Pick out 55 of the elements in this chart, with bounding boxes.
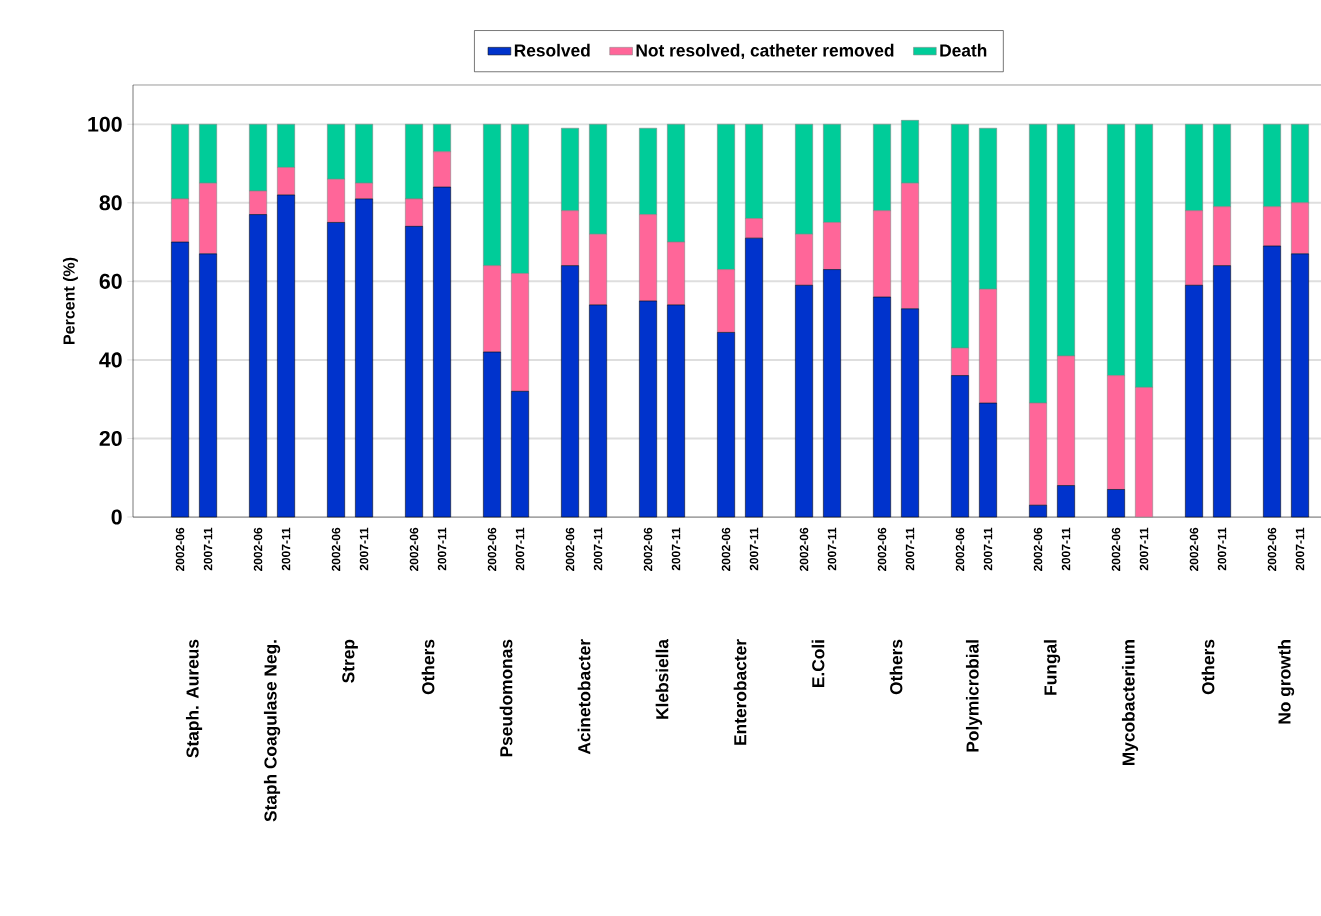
x-tick-label: 2007-11 xyxy=(749,527,759,571)
x-tick-label: 2007-11 xyxy=(515,527,525,571)
y-axis-title: Percent (%) xyxy=(62,257,78,344)
text: Polymicrobial xyxy=(965,640,983,752)
text: E.Coli xyxy=(811,640,825,687)
x-tick-label: 2007-11 xyxy=(281,527,291,571)
text: Acinetobacter xyxy=(577,639,591,755)
x-tick-label: 2007-11 xyxy=(1217,527,1227,571)
legend-label: Resolved xyxy=(514,43,590,57)
x-tick-label: 2002-06 xyxy=(175,527,185,572)
legend-label: Not resolved, catheter removed xyxy=(636,43,894,60)
text: Mycobacterium xyxy=(1121,640,1139,766)
text: Others xyxy=(421,639,435,695)
x-tick-label: 2007-11 xyxy=(671,527,681,571)
y-tick-label: 80 xyxy=(99,195,122,211)
x-tick-label: 2002-06 xyxy=(253,527,263,572)
text: Staph. Aureus xyxy=(185,639,203,758)
x-tick-label: 2007-11 xyxy=(1295,527,1305,571)
x-tick-label: 2007-11 xyxy=(1139,527,1149,571)
text: No growth xyxy=(1277,640,1295,724)
x-tick-label: 2002-06 xyxy=(409,527,419,572)
x-tick-label: 2002-06 xyxy=(565,527,575,572)
x-tick-label: 2002-06 xyxy=(643,527,653,572)
text: Fungal xyxy=(1043,640,1061,695)
text: Staph Coagulase Neg. xyxy=(263,640,281,822)
x-tick-label: 2002-06 xyxy=(877,527,887,572)
text: Enterobacter xyxy=(733,639,747,745)
y-tick-label: 100 xyxy=(88,116,122,132)
x-tick-label: 2002-06 xyxy=(1267,527,1277,572)
x-tick-label: 2007-11 xyxy=(827,527,837,571)
x-tick-label: 2002-06 xyxy=(799,527,809,572)
text: Pseudomonas xyxy=(499,639,513,757)
x-tick-label: 2007-11 xyxy=(437,527,447,571)
y-tick-label: 20 xyxy=(99,430,122,446)
x-tick-label: 2002-06 xyxy=(955,527,965,572)
legend-label: Death xyxy=(940,43,987,57)
x-tick-label: 2007-11 xyxy=(203,527,213,571)
x-tick-label: 2002-06 xyxy=(1189,527,1199,572)
x-tick-label: 2007-11 xyxy=(359,527,369,571)
text: Others xyxy=(889,639,903,695)
text: Klebsiella xyxy=(655,638,669,719)
text: Others xyxy=(1201,639,1215,695)
y-tick-label: 0 xyxy=(111,509,122,525)
x-tick-label: 2002-06 xyxy=(721,527,731,572)
y-tick-label: 40 xyxy=(99,352,122,368)
x-tick-label: 2002-06 xyxy=(487,527,497,572)
x-tick-label: 2002-06 xyxy=(1111,527,1121,572)
x-tick-label: 2007-11 xyxy=(905,527,915,571)
x-tick-label: 2002-06 xyxy=(1033,527,1043,572)
x-tick-label: 2002-06 xyxy=(331,527,341,572)
x-tick-label: 2007-11 xyxy=(983,527,993,571)
text: Strep xyxy=(342,639,358,683)
x-tick-label: 2007-11 xyxy=(593,527,603,571)
x-tick-label: 2007-11 xyxy=(1061,527,1071,571)
y-tick-label: 60 xyxy=(99,273,122,289)
